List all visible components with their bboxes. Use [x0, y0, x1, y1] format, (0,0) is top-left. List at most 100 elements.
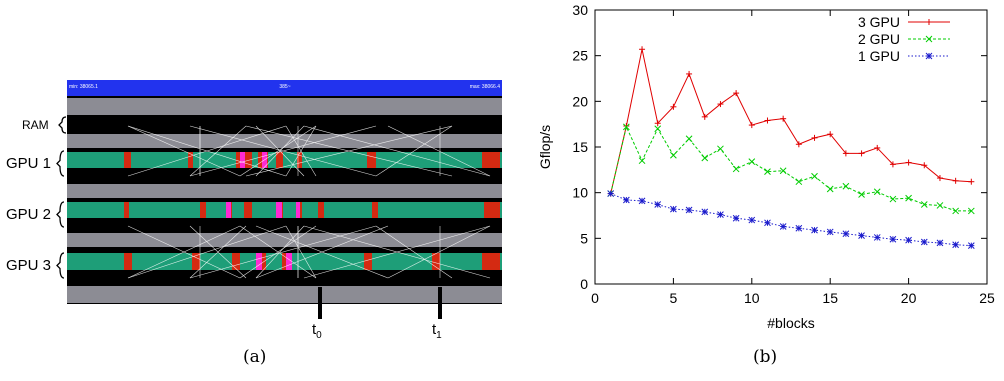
data-point-mark — [764, 219, 771, 227]
row-label-gpu-3: GPU 3 — [6, 257, 51, 274]
trace-gray-band — [67, 184, 502, 198]
row-label-gpu-2: GPU 2 — [6, 206, 51, 223]
x-tick-label: 5 — [670, 290, 678, 306]
trace-panel: min: 38065.1 385~ max: 38066.4 RAM GPU 1 GPU… — [6, 80, 502, 367]
data-point-mark — [623, 196, 630, 204]
transfer-arrow — [375, 125, 453, 177]
series-3-gpu — [607, 46, 975, 197]
legend-label: 2 GPU — [858, 31, 900, 47]
kernel-segment — [226, 202, 231, 218]
series-1-gpu — [607, 190, 975, 249]
data-point-mark — [936, 202, 944, 209]
data-point-mark — [717, 211, 724, 218]
legend-label: 1 GPU — [858, 48, 900, 64]
time-marker-label-1: t1 — [432, 321, 442, 341]
x-axis-label: #blocks — [767, 315, 814, 331]
busy-segment — [192, 253, 200, 270]
series-line — [610, 49, 972, 194]
busy-segment — [276, 152, 283, 168]
busy-segment — [124, 253, 132, 270]
legend-label: 3 GPU — [858, 14, 900, 30]
y-tick-label: 20 — [572, 93, 588, 109]
caption-b: (b) — [753, 347, 778, 367]
row-brace — [56, 150, 65, 177]
data-point-mark — [685, 135, 693, 143]
y-tick-label: 5 — [580, 230, 588, 246]
x-tick-label: 0 — [591, 290, 599, 306]
time-marker-1 — [438, 287, 442, 319]
transfer-arrows — [127, 125, 491, 279]
data-point-mark — [670, 151, 677, 159]
series-2-gpu — [607, 123, 975, 215]
transfer-arrow — [189, 225, 247, 279]
busy-segment — [297, 152, 302, 168]
header-min-label: min: 38065.1 — [69, 84, 98, 90]
trace-gray-band — [67, 233, 502, 247]
data-point-mark — [842, 230, 850, 238]
transfer-arrow — [255, 125, 305, 177]
busy-segment — [244, 202, 252, 218]
data-point-mark — [654, 201, 662, 208]
data-point-mark — [811, 226, 818, 234]
data-point-mark — [779, 223, 787, 230]
gpu-2-bar — [67, 202, 502, 218]
data-point-mark — [654, 125, 662, 133]
trace-gray-band — [67, 286, 502, 303]
row-brace — [58, 116, 67, 134]
data-point-mark — [858, 232, 865, 239]
row-brace — [56, 252, 65, 279]
trace-figure: min: 38065.1 385~ max: 38066.4 RAM GPU 1 GPU… — [6, 80, 502, 341]
chart-panel: 0 5 10 15 20 25 0 5 10 15 20 25 30 #blocks Gflop/s 3 GP… — [510, 0, 1004, 376]
y-tick-label: 10 — [572, 185, 588, 201]
transfer-arrow — [285, 225, 317, 279]
busy-segment — [482, 152, 500, 168]
data-point-mark — [936, 239, 944, 247]
busy-segment — [432, 253, 440, 270]
data-point-mark — [920, 238, 928, 246]
data-point-mark — [748, 216, 756, 224]
data-point-mark — [952, 241, 959, 249]
busy-segment — [124, 152, 131, 168]
time-marker-label-0: t0 — [312, 321, 322, 341]
x-tick-label: 15 — [822, 290, 838, 306]
busy-segment — [484, 202, 500, 218]
data-point-mark — [811, 172, 818, 180]
transfer-arrow — [303, 225, 491, 279]
busy-segment — [232, 253, 240, 270]
y-axis-label: Gflop/s — [537, 125, 553, 169]
data-point-mark — [826, 185, 834, 193]
header-max-label: max: 38066.4 — [470, 84, 501, 90]
transfer-arrow — [239, 125, 317, 177]
header-mid-label: 385~ — [279, 84, 290, 90]
transfer-arrow — [255, 225, 389, 279]
data-point-mark — [638, 157, 646, 165]
transfer-arrow — [189, 125, 247, 177]
time-marker-subscript: 0 — [316, 330, 322, 341]
data-point-mark — [701, 154, 709, 162]
data-point-mark — [795, 224, 803, 232]
busy-segment — [364, 253, 372, 270]
x-tick-label: 20 — [901, 290, 917, 306]
gflops-chart: 0 5 10 15 20 25 0 5 10 15 20 25 30 #blocks Gflop/s 3 GP… — [537, 2, 995, 331]
data-point-mark — [764, 168, 771, 176]
data-point-mark — [905, 236, 912, 244]
y-tick-label: 30 — [572, 2, 588, 18]
data-point-mark — [732, 214, 740, 222]
kernel-segment — [256, 253, 262, 270]
busy-segment — [367, 152, 376, 168]
data-point-mark — [779, 167, 787, 175]
data-point-mark — [889, 235, 897, 243]
data-point-mark — [842, 182, 850, 190]
data-point-mark — [670, 205, 677, 213]
transfer-arrow — [189, 125, 377, 177]
busy-segment — [200, 202, 206, 218]
kernel-segment — [296, 202, 300, 218]
plot-frame — [594, 9, 988, 285]
data-point-mark — [952, 207, 959, 215]
data-point-mark — [858, 191, 865, 198]
time-marker-0 — [318, 287, 322, 319]
data-point-mark — [920, 201, 928, 208]
busy-segment — [372, 202, 378, 218]
row-label-ram: RAM — [22, 118, 49, 132]
trace-header-bar — [67, 80, 502, 96]
